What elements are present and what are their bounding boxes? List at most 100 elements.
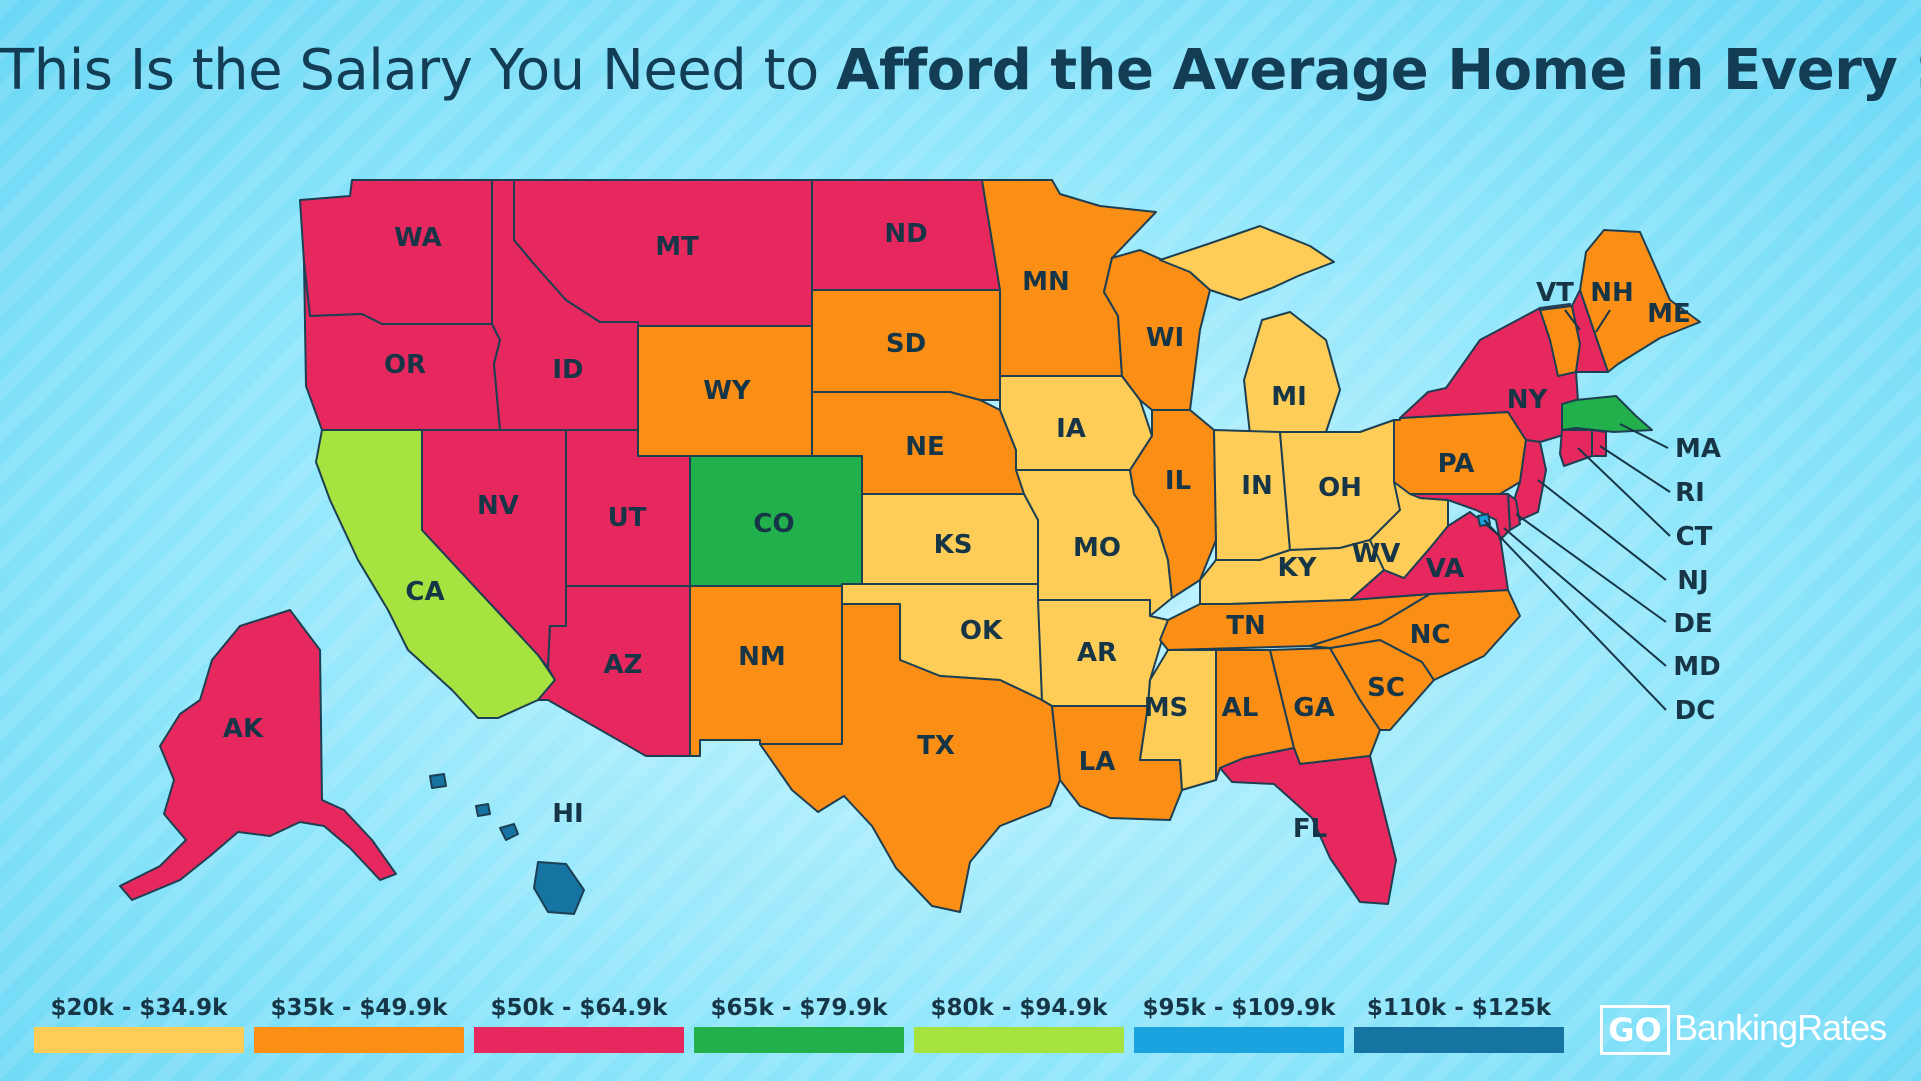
label-co: CO <box>753 509 794 539</box>
label-in: IN <box>1241 471 1272 501</box>
label-tx: TX <box>917 731 955 761</box>
state-hi <box>429 773 585 915</box>
label-nd: ND <box>884 219 927 249</box>
label-ny: NY <box>1507 385 1549 415</box>
legend-label: $20k - $34.9k <box>50 995 228 1021</box>
page-title: This Is the Salary You Need to Afford th… <box>0 38 1921 103</box>
leader-de <box>1515 513 1667 623</box>
state-fl <box>1219 747 1397 905</box>
label-ms: MS <box>1144 693 1189 723</box>
leader-nh <box>1595 309 1611 333</box>
label-dc: DC <box>1675 696 1716 726</box>
legend-item-1: $20k - $34.9k <box>34 995 244 1053</box>
state-tx <box>759 603 1061 913</box>
state-me <box>1579 229 1701 373</box>
legend-swatch <box>254 1027 464 1053</box>
legend-item-7: $110k - $125k <box>1354 995 1564 1053</box>
legend-item-3: $50k - $64.9k <box>474 995 684 1053</box>
label-ri: RI <box>1675 478 1705 508</box>
legend-swatch <box>1134 1027 1344 1053</box>
label-ca: CA <box>405 577 444 607</box>
brand-go-mark: GO <box>1600 1005 1670 1055</box>
label-nc: NC <box>1410 620 1451 650</box>
state-md <box>1409 493 1511 541</box>
label-mi: MI <box>1271 382 1307 412</box>
label-oh: OH <box>1318 473 1362 503</box>
label-wv: WV <box>1352 539 1401 569</box>
label-sd: SD <box>886 329 926 359</box>
legend-swatch <box>914 1027 1124 1053</box>
legend-item-6: $95k - $109.9k <box>1134 995 1344 1053</box>
state-nj <box>1513 439 1547 521</box>
brand-logo: GO BankingRates <box>1600 1003 1900 1055</box>
label-sc: SC <box>1367 673 1405 703</box>
leader-nj <box>1537 479 1667 581</box>
state-ms <box>1139 649 1217 791</box>
legend-swatch <box>34 1027 244 1053</box>
title-part-bold: Afford the Average Home in Every State <box>836 38 1921 103</box>
brand-name: BankingRates <box>1674 1007 1887 1048</box>
legend: $20k - $34.9k $35k - $49.9k $50k - $64.9… <box>34 995 1564 1055</box>
label-ct: CT <box>1676 522 1713 552</box>
label-va: VA <box>1426 554 1464 584</box>
label-il: IL <box>1165 466 1191 496</box>
label-ut: UT <box>608 503 647 533</box>
label-ia: IA <box>1056 414 1086 444</box>
legend-swatch <box>694 1027 904 1053</box>
label-md: MD <box>1673 652 1720 682</box>
state-ak <box>119 609 397 901</box>
state-il <box>1129 409 1217 599</box>
label-de: DE <box>1673 609 1712 639</box>
leader-md <box>1503 527 1667 667</box>
label-nh: NH <box>1590 278 1634 308</box>
legend-label: $65k - $79.9k <box>710 995 888 1021</box>
legend-label: $80k - $94.9k <box>930 995 1108 1021</box>
label-ak: AK <box>223 714 264 744</box>
label-fl: FL <box>1293 814 1327 844</box>
legend-label: $110k - $125k <box>1366 995 1552 1021</box>
label-ma: MA <box>1675 434 1721 464</box>
state-ct <box>1559 429 1593 467</box>
leader-vt <box>1564 309 1581 331</box>
label-mo: MO <box>1073 533 1121 563</box>
label-nv: NV <box>477 491 519 521</box>
legend-swatch <box>1354 1027 1564 1053</box>
legend-swatch <box>474 1027 684 1053</box>
label-wy: WY <box>703 376 752 406</box>
label-nm: NM <box>738 642 786 672</box>
label-ar: AR <box>1077 638 1117 668</box>
label-mt: MT <box>655 232 699 262</box>
label-la: LA <box>1079 747 1116 777</box>
legend-label: $95k - $109.9k <box>1142 995 1336 1021</box>
label-me: ME <box>1647 299 1691 329</box>
label-pa: PA <box>1438 449 1475 479</box>
label-nj: NJ <box>1677 566 1708 596</box>
label-id: ID <box>552 355 583 385</box>
label-mn: MN <box>1022 267 1070 297</box>
label-hi: HI <box>552 799 583 829</box>
leader-ma <box>1619 423 1669 449</box>
state-wi <box>1103 249 1211 411</box>
state-nh <box>1571 289 1609 373</box>
label-ga: GA <box>1293 693 1334 723</box>
state-nc <box>1309 589 1521 681</box>
legend-label: $50k - $64.9k <box>490 995 668 1021</box>
leader-ct <box>1577 447 1671 537</box>
title-part-light: This Is the Salary You Need to <box>0 38 837 103</box>
label-or: OR <box>384 350 426 380</box>
legend-label: $35k - $49.9k <box>270 995 448 1021</box>
leader-ri <box>1599 445 1671 493</box>
label-al: AL <box>1222 693 1259 723</box>
state-ri <box>1591 429 1607 457</box>
leader-dc <box>1483 519 1667 711</box>
legend-item-5: $80k - $94.9k <box>914 995 1124 1053</box>
state-ma <box>1561 395 1653 433</box>
label-wa: WA <box>394 223 442 253</box>
label-vt: VT <box>1536 278 1574 308</box>
label-ky: KY <box>1278 553 1318 583</box>
label-tn: TN <box>1226 611 1266 641</box>
label-ks: KS <box>934 530 973 560</box>
label-ne: NE <box>905 432 945 462</box>
label-ok: OK <box>960 616 1003 646</box>
